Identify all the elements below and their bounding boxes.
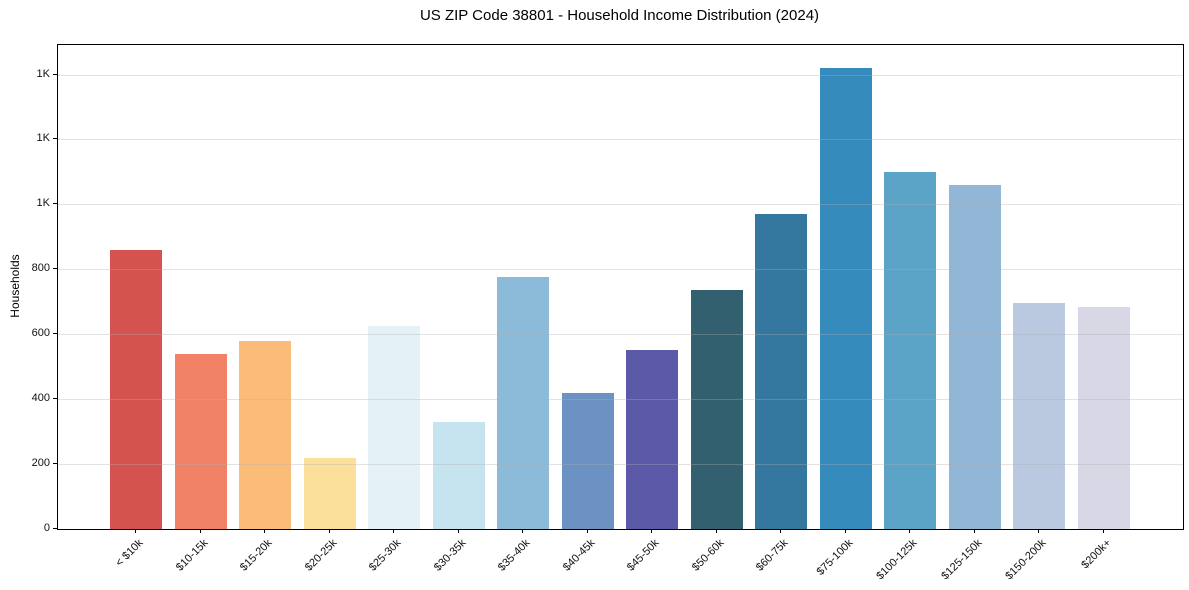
x-tick-label: $20-25k [302,537,339,574]
x-tick-label: $100-125k [874,537,920,583]
x-axis-tick [651,529,652,533]
y-tick-label: 800 [31,262,50,275]
x-tick-label: $15-20k [237,537,275,574]
x-tick-label: $25-30k [366,537,404,574]
gridline [58,204,1183,206]
x-axis-tick [1102,529,1104,533]
bar [303,457,356,529]
bar [497,277,549,529]
x-axis-tick [199,529,201,533]
gridline [58,139,1183,141]
bar [432,421,485,529]
y-axis-tick [53,333,57,335]
x-tick-label: $10-15k [173,537,210,574]
bar [368,326,420,529]
x-axis-tick [909,529,910,533]
gridline [58,269,1183,271]
x-axis-tick [522,529,523,533]
gridline [58,334,1183,336]
y-tick-label: 1K [36,132,50,145]
x-tick-label: $200k+ [1078,537,1113,572]
x-axis-tick [328,529,330,533]
y-tick-label: 1K [36,197,50,210]
x-axis-tick [1038,529,1039,533]
gridline [58,464,1183,466]
gridline [58,399,1183,401]
y-tick-label: 600 [31,327,50,340]
x-axis-tick [264,529,265,533]
x-tick-label: < $10k [113,537,146,570]
chart-title: US ZIP Code 38801 - Household Income Dis… [419,7,820,24]
x-axis-tick [973,529,975,533]
bar [174,354,227,529]
y-tick-label: 0 [43,522,50,534]
x-axis-tick [844,529,846,533]
x-tick-label: $50-60k [689,537,726,574]
x-tick-label: $150-200k [1003,537,1049,583]
x-axis-tick [393,529,394,533]
x-axis-tick [135,529,136,533]
y-axis-tick [53,73,57,75]
y-axis-tick [53,528,57,529]
x-tick-label: $60-75k [753,537,791,574]
bar [1077,306,1130,529]
y-axis-tick [53,463,57,465]
x-tick-label: $75-100k [814,537,855,578]
bar [948,184,1001,529]
x-tick-label: $30-35k [431,537,468,574]
x-tick-label: $35-40k [495,537,533,574]
bar [755,214,807,529]
y-tick-label: 1K [36,67,50,80]
bar [626,350,678,529]
x-tick-label: $125-150k [938,537,984,583]
x-axis-tick [715,529,717,533]
y-tick-label: 200 [31,457,50,470]
y-axis-tick [53,398,57,400]
x-axis-tick [586,529,588,533]
bar [819,68,872,529]
y-axis-tick [53,268,57,270]
x-tick-label: $45-50k [624,537,662,574]
plot-area [57,44,1184,530]
y-axis-tick [53,203,57,205]
bar [239,340,291,529]
bar [561,392,614,529]
bar [884,171,936,529]
bar [1013,303,1065,529]
x-axis-tick [457,529,459,533]
gridline [58,74,1183,76]
bar [110,249,162,529]
x-axis-tick [780,529,781,533]
x-tick-label: $40-45k [560,537,597,574]
y-tick-label: 400 [31,392,50,405]
bar [690,290,743,529]
y-axis-tick [53,138,57,140]
